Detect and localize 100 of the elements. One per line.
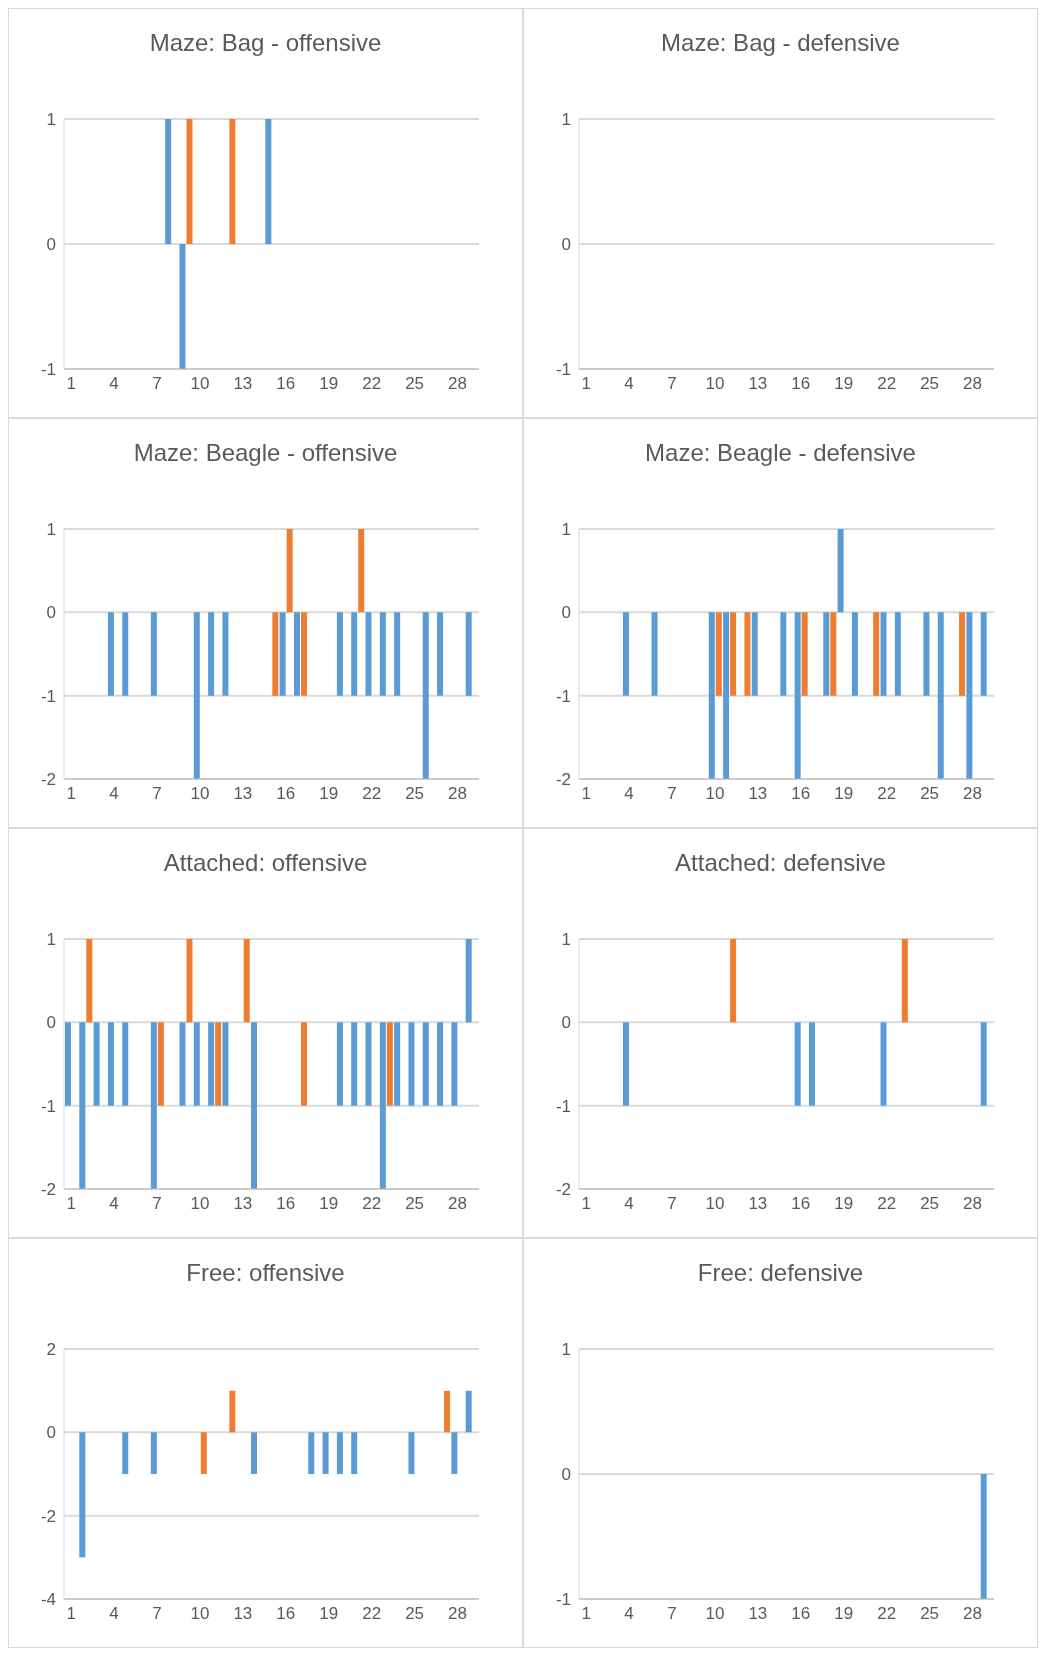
x-tick-label: 28 bbox=[448, 784, 467, 804]
x-tick-label: 7 bbox=[667, 784, 677, 804]
y-tick-label: 0 bbox=[561, 603, 571, 623]
y-tick-label: -1 bbox=[555, 1096, 571, 1116]
x-tick-label: 25 bbox=[920, 1604, 940, 1624]
chart-title: Maze: Bag - offensive bbox=[148, 28, 383, 58]
x-tick-label: 7 bbox=[152, 374, 162, 394]
y-tick-label: 0 bbox=[561, 1013, 571, 1033]
y-tick-label: 1 bbox=[46, 520, 56, 540]
x-tick-label: 7 bbox=[667, 1604, 677, 1624]
y-tick-label: 2 bbox=[46, 1340, 56, 1360]
x-tick-label: 25 bbox=[920, 374, 940, 394]
y-tick-label: 0 bbox=[46, 1013, 56, 1033]
chart-title: Free: offensive bbox=[185, 1258, 346, 1288]
chart-title: Free: defensive bbox=[696, 1258, 865, 1288]
y-tick-label: 1 bbox=[561, 520, 571, 540]
x-tick-label: 19 bbox=[319, 374, 339, 394]
x-tick-label: 10 bbox=[190, 1604, 210, 1624]
x-tick-label: 7 bbox=[152, 1194, 162, 1214]
x-tick-label: 19 bbox=[834, 1194, 854, 1214]
x-tick-label: 16 bbox=[276, 374, 296, 394]
x-tick-label: 25 bbox=[920, 784, 940, 804]
x-tick-label: 28 bbox=[448, 1194, 467, 1214]
x-tick-label: 7 bbox=[667, 374, 677, 394]
x-tick-label: 4 bbox=[624, 784, 634, 804]
y-tick-label: 0 bbox=[46, 1423, 56, 1443]
x-tick-label: 13 bbox=[748, 374, 768, 394]
y-tick-label: -2 bbox=[40, 1180, 56, 1200]
x-tick-label: 13 bbox=[233, 1604, 253, 1624]
x-tick-label: 13 bbox=[748, 1604, 768, 1624]
x-tick-label: 10 bbox=[705, 1194, 725, 1214]
x-tick-label: 10 bbox=[705, 1604, 725, 1624]
x-tick-label: 16 bbox=[791, 374, 811, 394]
x-tick-label: 10 bbox=[705, 784, 725, 804]
x-tick-label: 22 bbox=[877, 1194, 897, 1214]
x-tick-label: 1 bbox=[66, 1604, 76, 1624]
y-tick-label: 0 bbox=[46, 603, 56, 623]
x-tick-label: 10 bbox=[190, 374, 210, 394]
x-tick-label: 1 bbox=[581, 1604, 591, 1624]
chart-title: Maze: Beagle - offensive bbox=[132, 438, 399, 468]
x-tick-label: 1 bbox=[66, 784, 76, 804]
x-tick-label: 4 bbox=[109, 374, 119, 394]
x-tick-label: 1 bbox=[581, 1194, 591, 1214]
x-tick-label: 13 bbox=[748, 1194, 768, 1214]
y-tick-label: -1 bbox=[40, 1096, 56, 1116]
x-tick-label: 22 bbox=[877, 374, 897, 394]
x-tick-label: 16 bbox=[791, 1194, 811, 1214]
x-tick-label: 1 bbox=[66, 374, 76, 394]
x-tick-label: 10 bbox=[705, 374, 725, 394]
x-tick-label: 28 bbox=[448, 374, 467, 394]
chart-title: Attached: defensive bbox=[674, 848, 887, 878]
chart-title: Attached: offensive bbox=[162, 848, 369, 878]
x-tick-label: 22 bbox=[362, 374, 382, 394]
x-tick-label: 16 bbox=[791, 784, 811, 804]
x-tick-label: 4 bbox=[109, 1194, 119, 1214]
y-tick-label: -1 bbox=[555, 360, 571, 380]
x-tick-label: 4 bbox=[624, 1194, 634, 1214]
x-tick-label: 4 bbox=[109, 784, 119, 804]
y-tick-label: -1 bbox=[555, 686, 571, 706]
x-tick-label: 1 bbox=[66, 1194, 76, 1214]
y-tick-label: -2 bbox=[555, 1180, 571, 1200]
x-tick-label: 1 bbox=[581, 784, 591, 804]
y-tick-label: -1 bbox=[40, 686, 56, 706]
x-tick-label: 22 bbox=[877, 1604, 897, 1624]
x-tick-label: 28 bbox=[963, 1604, 982, 1624]
y-tick-label: 1 bbox=[561, 930, 571, 950]
x-tick-label: 22 bbox=[362, 1604, 382, 1624]
x-tick-label: 10 bbox=[190, 1194, 210, 1214]
y-tick-label: -2 bbox=[40, 770, 56, 790]
x-tick-label: 28 bbox=[448, 1604, 467, 1624]
x-tick-label: 22 bbox=[362, 784, 382, 804]
chart-title: Maze: Bag - defensive bbox=[660, 28, 901, 58]
x-tick-label: 22 bbox=[362, 1194, 382, 1214]
x-tick-label: 28 bbox=[963, 784, 982, 804]
y-tick-label: 0 bbox=[561, 1465, 571, 1485]
x-tick-label: 25 bbox=[920, 1194, 940, 1214]
x-tick-label: 19 bbox=[319, 1194, 339, 1214]
x-tick-label: 16 bbox=[791, 1604, 811, 1624]
x-tick-label: 25 bbox=[405, 1604, 425, 1624]
x-tick-label: 19 bbox=[319, 1604, 339, 1624]
x-tick-label: 13 bbox=[748, 784, 768, 804]
y-tick-label: 1 bbox=[46, 110, 56, 130]
y-tick-label: -4 bbox=[40, 1590, 56, 1610]
x-tick-label: 28 bbox=[963, 1194, 982, 1214]
x-tick-label: 10 bbox=[190, 784, 210, 804]
x-tick-label: 19 bbox=[834, 1604, 854, 1624]
x-tick-label: 19 bbox=[319, 784, 339, 804]
y-tick-label: -1 bbox=[555, 1590, 571, 1610]
y-tick-label: -2 bbox=[40, 1506, 56, 1526]
x-tick-label: 19 bbox=[834, 784, 854, 804]
x-tick-label: 4 bbox=[624, 1604, 634, 1624]
y-tick-label: 0 bbox=[561, 235, 571, 255]
x-tick-label: 13 bbox=[233, 1194, 253, 1214]
x-tick-label: 28 bbox=[963, 374, 982, 394]
y-tick-label: -2 bbox=[555, 770, 571, 790]
x-tick-label: 4 bbox=[624, 374, 634, 394]
x-tick-label: 16 bbox=[276, 1194, 296, 1214]
x-tick-label: 1 bbox=[581, 374, 591, 394]
x-tick-label: 13 bbox=[233, 374, 253, 394]
x-tick-label: 16 bbox=[276, 784, 296, 804]
